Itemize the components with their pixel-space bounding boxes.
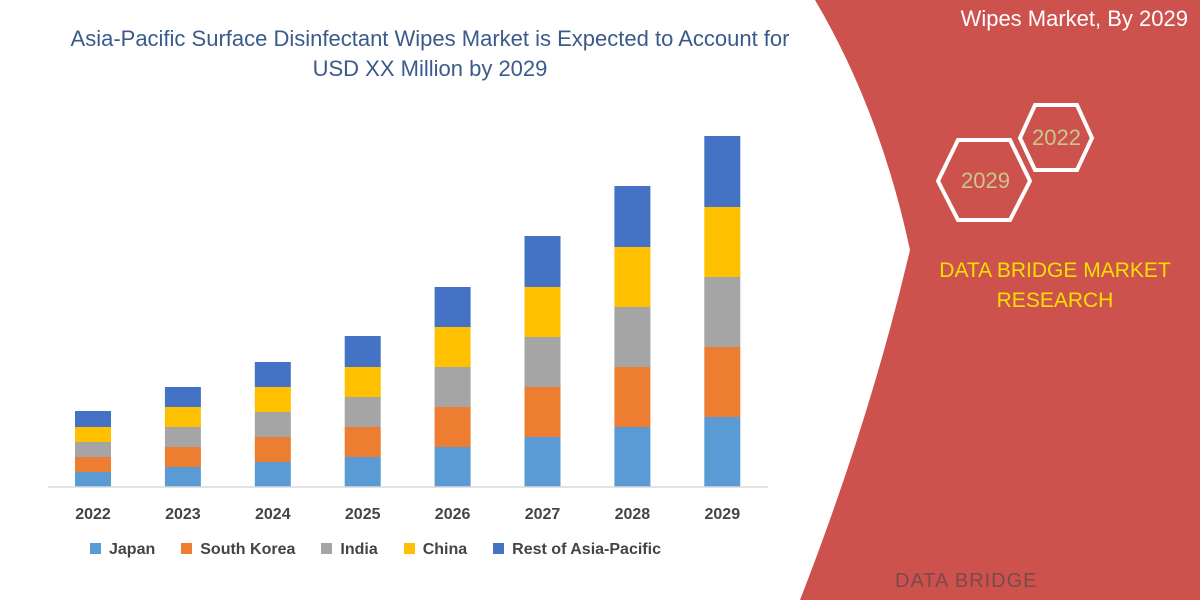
logo: DATA BRIDGE xyxy=(895,570,1038,592)
bar-segment xyxy=(164,467,201,487)
x-tick-label: 2028 xyxy=(615,506,651,523)
bar-segment xyxy=(254,437,291,462)
legend-swatch xyxy=(403,543,415,554)
x-tick-label: 2029 xyxy=(705,506,741,523)
bar-segment xyxy=(524,387,561,437)
bar-segment xyxy=(524,337,561,387)
legend: Japan South Korea India China Rest of Asia-P… xyxy=(90,541,661,559)
x-tick-label: 2022 xyxy=(75,506,111,523)
legend-label: Japan xyxy=(109,541,156,558)
bar-segment xyxy=(434,447,471,487)
legend-item: China xyxy=(403,541,468,559)
legend-swatch xyxy=(181,543,193,554)
bar-segment xyxy=(344,367,381,397)
brand-text: DATA BRIDGE MARKET RESEARCH xyxy=(939,259,1171,312)
bar-segment xyxy=(434,407,471,447)
bar-segment xyxy=(75,427,111,442)
legend-label: Rest of Asia-Pacific xyxy=(512,541,661,558)
bar-segment xyxy=(704,136,741,207)
panel-title: Wipes Market, By 2029 xyxy=(960,6,1188,31)
legend-swatch xyxy=(90,543,101,554)
legend-item: India xyxy=(321,541,378,559)
legend-item: South Korea xyxy=(181,541,295,559)
bar-segment xyxy=(614,247,651,307)
legend-label: China xyxy=(422,541,468,558)
x-tick-label: 2027 xyxy=(525,506,561,523)
bar-segment xyxy=(344,427,381,457)
bar-segment xyxy=(704,207,741,277)
bar-segment xyxy=(75,442,111,457)
hex-label-2029: 2029 xyxy=(961,168,1010,193)
bar-segment xyxy=(524,287,561,337)
bar-segment xyxy=(254,462,291,487)
bar-segment xyxy=(614,307,651,367)
x-tick-label: 2026 xyxy=(435,506,471,523)
bar-segment xyxy=(704,417,741,487)
bar-segment xyxy=(254,362,291,387)
hexagon-2029 xyxy=(935,138,1033,222)
hex-label-2022: 2022 xyxy=(1032,125,1081,150)
bar-segment xyxy=(164,387,201,407)
chart-title: Asia-Pacific Surface Disinfectant Wipes … xyxy=(70,26,790,81)
bar-segment xyxy=(614,427,651,487)
bar-segment xyxy=(254,387,291,412)
legend-label: India xyxy=(340,541,378,558)
bar-segment xyxy=(524,236,561,287)
bar-segment xyxy=(704,277,741,347)
x-tick-label: 2025 xyxy=(345,506,381,523)
x-tick-label: 2023 xyxy=(165,506,201,523)
bar-segment xyxy=(434,287,471,327)
bar-segment xyxy=(164,427,201,447)
chart-area: 2022 2023 2024 2025 2026 2027 2028 2029 xyxy=(48,136,768,523)
x-tick-label: 2024 xyxy=(255,506,291,523)
legend-swatch xyxy=(321,543,333,554)
bar-segment xyxy=(614,186,651,247)
bar-segment xyxy=(434,367,471,407)
bar-segment xyxy=(614,367,651,427)
bar-segment xyxy=(75,457,111,472)
bar-segment xyxy=(704,347,741,417)
bar-segment xyxy=(344,457,381,487)
bar-segment xyxy=(254,412,291,437)
bar-segment xyxy=(75,411,111,427)
bar-segment xyxy=(434,327,471,367)
hexagon-2022 xyxy=(1017,103,1095,172)
bar-segment xyxy=(164,447,201,467)
bar-segment xyxy=(164,407,201,427)
red-panel xyxy=(800,0,1200,600)
bar-segment xyxy=(344,397,381,427)
legend-item: Rest of Asia-Pacific xyxy=(493,541,661,559)
legend-item: Japan xyxy=(90,541,155,559)
legend-label: South Korea xyxy=(200,541,296,558)
legend-swatch xyxy=(493,543,505,554)
bar-segment xyxy=(524,437,561,487)
bar-segment xyxy=(344,336,381,367)
bar-segment xyxy=(75,472,111,487)
